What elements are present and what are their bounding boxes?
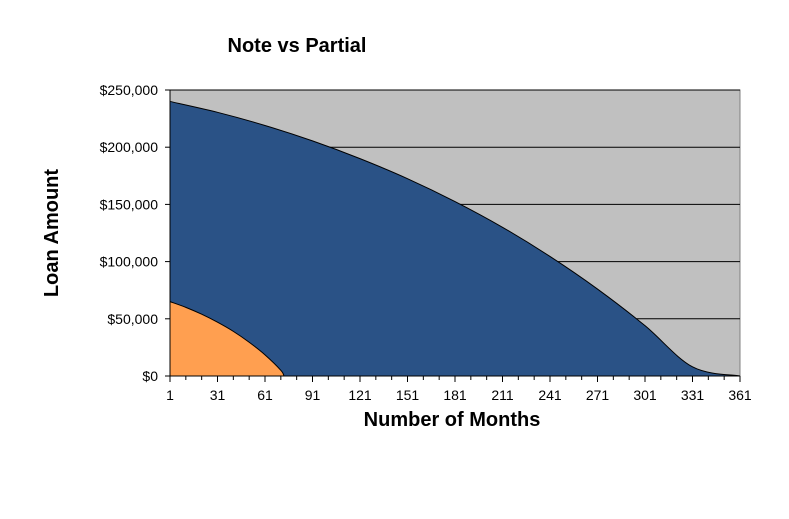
x-tick-label: 301 (633, 387, 657, 403)
y-tick-label: $250,000 (100, 82, 159, 98)
y-tick-label: $200,000 (100, 139, 159, 155)
series-area-0 (169, 100, 741, 377)
series-area-1 (169, 300, 285, 377)
x-axis-title: Number of Months (364, 409, 541, 431)
y-tick-label: $0 (142, 368, 158, 384)
y-tick-label: $150,000 (100, 196, 159, 212)
y-tick-label: $100,000 (100, 254, 159, 270)
x-tick-label: 181 (443, 387, 467, 403)
y-tick-label: $50,000 (107, 311, 158, 327)
x-tick-label: 1 (166, 387, 174, 403)
x-tick-label: 91 (305, 387, 321, 403)
x-tick-label: 361 (728, 387, 752, 403)
x-tick-label: 331 (681, 387, 705, 403)
x-tick-label: 241 (538, 387, 562, 403)
y-axis-ticks: $0 $50,000 $100,000 $150,000 $200,000 $250,00… (100, 82, 170, 384)
chart-title: Note vs Partial (228, 35, 367, 57)
x-axis-ticks: 1 31 61 91 121 151 181 211 241 271 301 331 361 (166, 376, 752, 403)
x-tick-label: 61 (257, 387, 273, 403)
x-tick-label: 121 (348, 387, 372, 403)
y-axis-title: Loan Amount (41, 169, 63, 297)
x-tick-label: 211 (491, 387, 514, 403)
series-areas (169, 100, 741, 377)
x-tick-label: 151 (396, 387, 420, 403)
x-tick-label: 271 (586, 387, 610, 403)
x-tick-label: 31 (210, 387, 226, 403)
